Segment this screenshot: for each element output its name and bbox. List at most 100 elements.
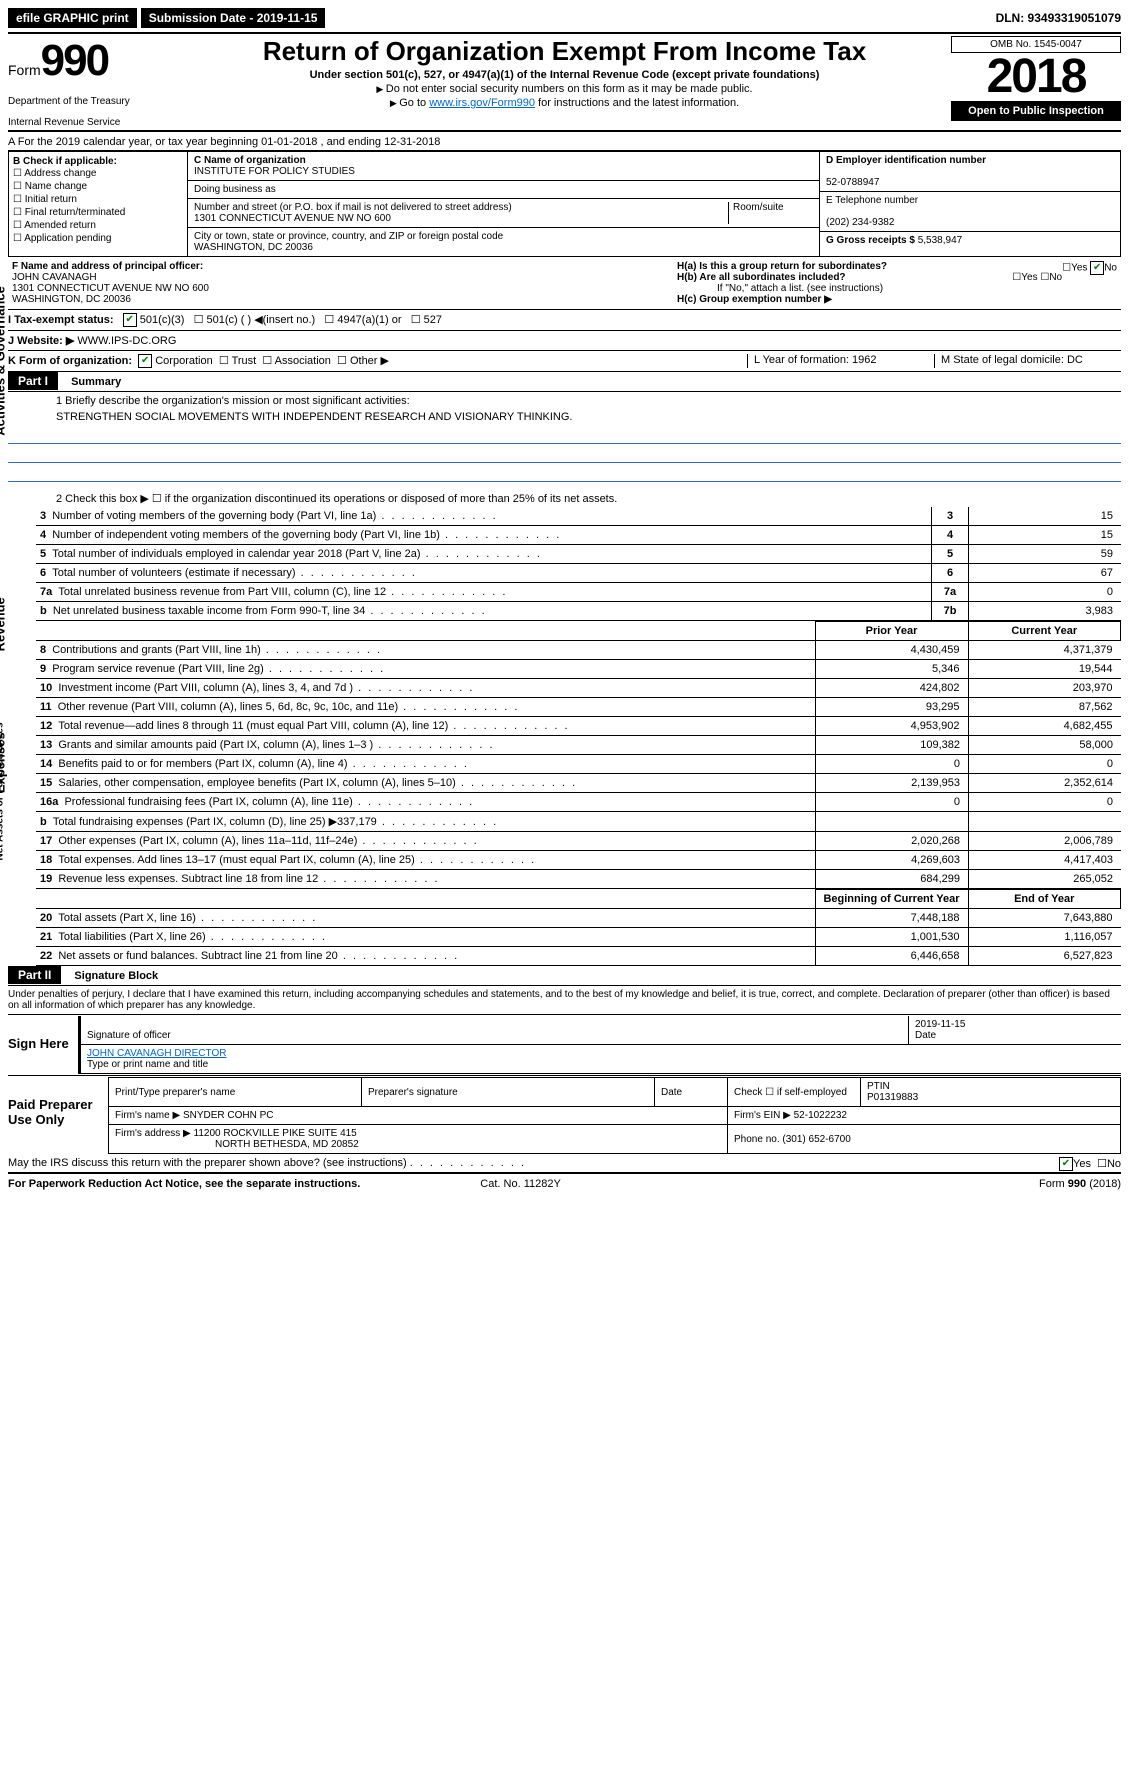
prep-h1: Print/Type preparer's name <box>109 1078 362 1107</box>
l-year: L Year of formation: 1962 <box>747 354 934 368</box>
row-a-period: A For the 2019 calendar year, or tax yea… <box>8 134 1121 151</box>
phone: (202) 234-9382 <box>826 217 894 228</box>
table-row: b Total fundraising expenses (Part IX, c… <box>36 812 1121 832</box>
ha-label: H(a) Is this a group return for subordin… <box>677 261 887 272</box>
chk-pending[interactable]: ☐ Application pending <box>13 232 183 245</box>
tab-governance: Activities & Governance <box>0 286 8 436</box>
prep-h2: Preparer's signature <box>362 1078 655 1107</box>
firm-name: SNYDER COHN PC <box>183 1110 274 1121</box>
hb2: If "No," attach a list. (see instruction… <box>677 283 1117 294</box>
hdr-beg: Beginning of Current Year <box>815 890 968 909</box>
chk-name[interactable]: ☐ Name change <box>13 180 183 193</box>
block-b-title: B Check if applicable: <box>13 156 183 167</box>
table-row: 20 Total assets (Part X, line 16)7,448,1… <box>36 909 1121 928</box>
chk-corp[interactable] <box>138 354 152 368</box>
table-row: 8 Contributions and grants (Part VIII, l… <box>36 641 1121 660</box>
part1-title: Summary <box>61 376 121 388</box>
chk-initial[interactable]: ☐ Initial return <box>13 193 183 206</box>
c-name-label: C Name of organization <box>194 155 306 166</box>
table-row: b Net unrelated business taxable income … <box>36 602 1121 621</box>
q1: 1 Briefly describe the organization's mi… <box>8 393 1121 409</box>
table-row: 11 Other revenue (Part VIII, column (A),… <box>36 698 1121 717</box>
sig-label: Signature of officer <box>87 1030 171 1041</box>
part1-hdr: Part I <box>8 372 58 390</box>
firm-addr: 11200 ROCKVILLE PIKE SUITE 415 <box>194 1128 357 1139</box>
subdate-label: Submission Date - 2019-11-15 <box>141 8 326 28</box>
tab-revenue: Revenue <box>0 597 8 651</box>
declaration: Under penalties of perjury, I declare th… <box>8 987 1121 1013</box>
paid-prep-title: Paid Preparer Use Only <box>8 1077 108 1154</box>
table-row: 17 Other expenses (Part IX, column (A), … <box>36 832 1121 851</box>
m-state: M State of legal domicile: DC <box>934 354 1121 368</box>
table-row: 15 Salaries, other compensation, employe… <box>36 774 1121 793</box>
pra-notice: For Paperwork Reduction Act Notice, see … <box>8 1178 360 1190</box>
officer-name: JOHN CAVANAGH <box>12 272 97 283</box>
table-row: 16a Professional fundraising fees (Part … <box>36 793 1121 812</box>
open-public-badge: Open to Public Inspection <box>951 101 1121 121</box>
table-row: 4 Number of independent voting members o… <box>36 526 1121 545</box>
ein: 52-0788947 <box>826 177 879 188</box>
org-city: WASHINGTON, DC 20036 <box>194 242 313 253</box>
table-row: 9 Program service revenue (Part VIII, li… <box>36 660 1121 679</box>
sig-date: 2019-11-15 <box>915 1019 965 1030</box>
e-label: E Telephone number <box>826 195 918 206</box>
i-label: I Tax-exempt status: <box>8 314 114 326</box>
table-row: 10 Investment income (Part VIII, column … <box>36 679 1121 698</box>
room-label: Room/suite <box>728 202 813 224</box>
table-row: 18 Total expenses. Add lines 13–17 (must… <box>36 851 1121 870</box>
org-name: INSTITUTE FOR POLICY STUDIES <box>194 166 355 177</box>
subtitle-2: Do not enter social security numbers on … <box>186 83 943 95</box>
hc-label: H(c) Group exemption number ▶ <box>677 294 832 305</box>
firm-ein: 52-1022232 <box>794 1110 847 1121</box>
table-row: 6 Total number of volunteers (estimate i… <box>36 564 1121 583</box>
q2: 2 Check this box ▶ ☐ if the organization… <box>8 490 1121 507</box>
form-footer: Form 990 (2018) <box>1039 1178 1121 1190</box>
firm-addr2: NORTH BETHESDA, MD 20852 <box>115 1139 359 1150</box>
officer-addr: 1301 CONNECTICUT AVENUE NW NO 600 <box>12 283 209 294</box>
dba-label: Doing business as <box>188 181 819 199</box>
dept2: Internal Revenue Service <box>8 117 178 128</box>
website: WWW.IPS-DC.ORG <box>77 335 176 347</box>
part2-hdr: Part II <box>8 966 61 984</box>
table-row: 14 Benefits paid to or for members (Part… <box>36 755 1121 774</box>
officer-city: WASHINGTON, DC 20036 <box>12 294 131 305</box>
instructions-link[interactable]: www.irs.gov/Form990 <box>429 97 535 109</box>
tax-year: 2018 <box>951 53 1121 101</box>
org-address: 1301 CONNECTICUT AVENUE NW NO 600 <box>194 213 391 224</box>
sign-here: Sign Here <box>8 1016 78 1074</box>
chk-amended[interactable]: ☐ Amended return <box>13 219 183 232</box>
addr-label: Number and street (or P.O. box if mail i… <box>194 202 512 213</box>
f-label: F Name and address of principal officer: <box>12 261 203 272</box>
table-row: 3 Number of voting members of the govern… <box>36 507 1121 526</box>
efile-label: efile GRAPHIC print <box>8 8 137 28</box>
subtitle-1: Under section 501(c), 527, or 4947(a)(1)… <box>186 69 943 81</box>
table-row: 21 Total liabilities (Part X, line 26)1,… <box>36 928 1121 947</box>
chk-final[interactable]: ☐ Final return/terminated <box>13 206 183 219</box>
g-label: G Gross receipts $ <box>826 235 918 246</box>
table-row: 12 Total revenue—add lines 8 through 11 … <box>36 717 1121 736</box>
hdr-current: Current Year <box>968 622 1121 641</box>
table-row: 19 Revenue less expenses. Subtract line … <box>36 870 1121 889</box>
part2-title: Signature Block <box>64 970 158 982</box>
k-label: K Form of organization: <box>8 355 132 367</box>
officer-sig-name[interactable]: JOHN CAVANAGH DIRECTOR <box>87 1048 226 1059</box>
table-row: 22 Net assets or fund balances. Subtract… <box>36 947 1121 966</box>
a1: STRENGTHEN SOCIAL MOVEMENTS WITH INDEPEN… <box>56 411 572 423</box>
page-title: Return of Organization Exempt From Incom… <box>186 36 943 67</box>
prep-h3: Date <box>655 1078 728 1107</box>
tab-netassets: Net Assets or Fund Balances <box>0 723 6 861</box>
gross-receipts: 5,538,947 <box>918 235 963 246</box>
table-row: 5 Total number of individuals employed i… <box>36 545 1121 564</box>
ha-no-check[interactable] <box>1090 261 1104 275</box>
subtitle-3: Go to www.irs.gov/Form990 for instructio… <box>186 97 943 109</box>
table-row: 13 Grants and similar amounts paid (Part… <box>36 736 1121 755</box>
chk-501c3[interactable] <box>123 313 137 327</box>
discuss-yes[interactable] <box>1059 1157 1073 1171</box>
discuss-q: May the IRS discuss this return with the… <box>8 1157 407 1169</box>
dept1: Department of the Treasury <box>8 96 178 107</box>
form-number: 990 <box>41 36 108 86</box>
d-label: D Employer identification number <box>826 155 986 166</box>
hdr-prior: Prior Year <box>815 622 968 641</box>
chk-address[interactable]: ☐ Address change <box>13 167 183 180</box>
city-label: City or town, state or province, country… <box>194 231 503 242</box>
